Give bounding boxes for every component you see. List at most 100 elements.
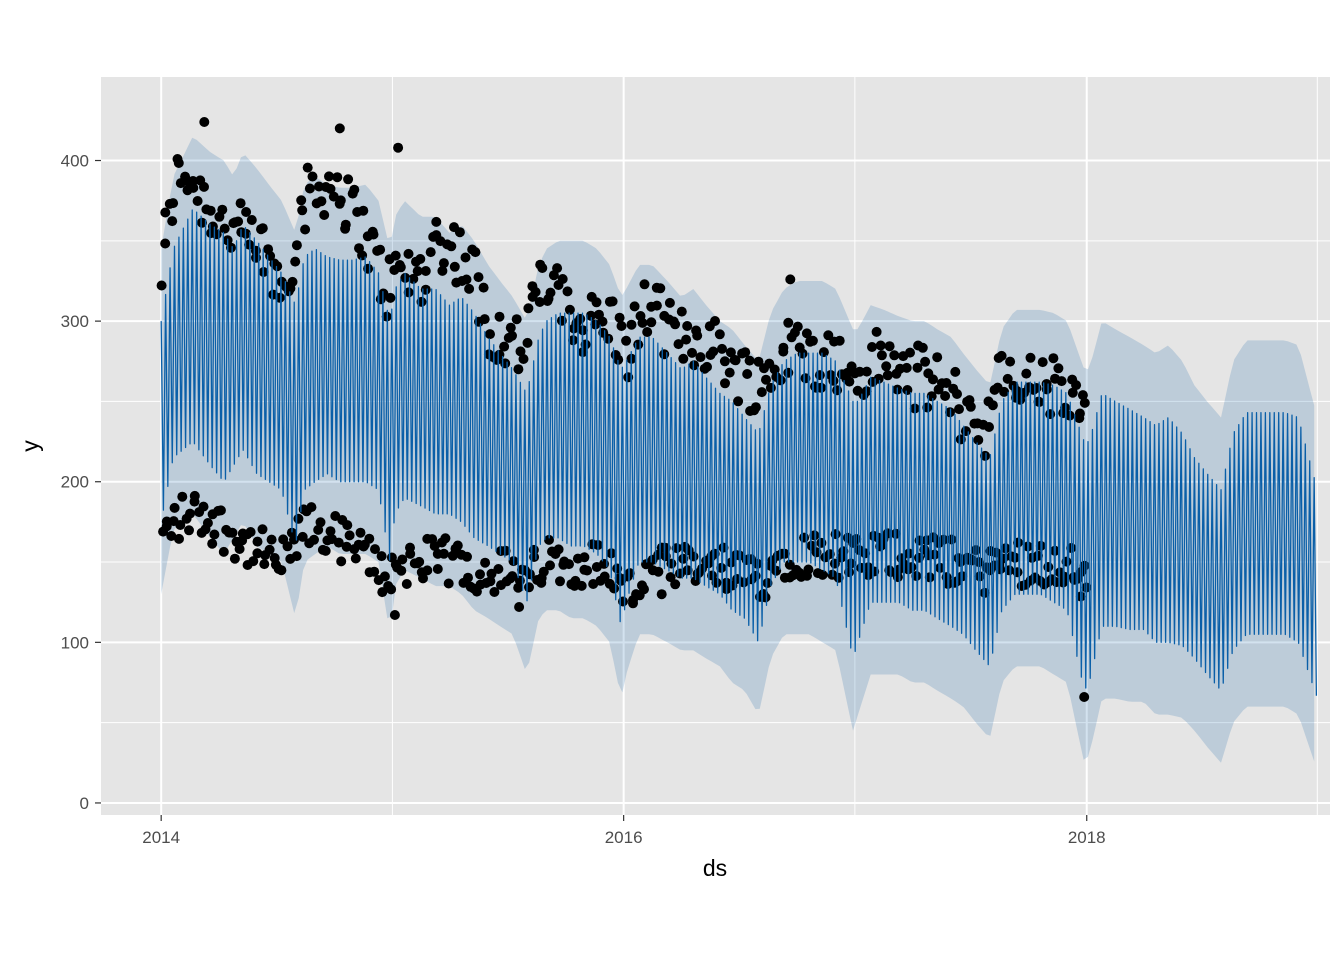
observed-point [792, 321, 803, 332]
observed-point [807, 335, 818, 346]
observed-point [834, 335, 845, 346]
observed-point [655, 283, 666, 294]
observed-point [524, 582, 534, 593]
observed-point [480, 557, 491, 568]
observed-point [199, 117, 210, 127]
observed-point [266, 534, 277, 545]
observed-point [659, 349, 670, 360]
observed-point [642, 327, 653, 337]
observed-point [999, 386, 1010, 397]
observed-point [218, 546, 229, 557]
observed-point [1005, 356, 1016, 367]
observed-point [917, 342, 928, 353]
y-tick-label: 300 [61, 312, 89, 331]
observed-point [325, 526, 336, 537]
observed-point [1037, 357, 1048, 368]
observed-point [771, 565, 782, 576]
observed-point [485, 576, 496, 587]
observed-point [431, 216, 442, 227]
observed-point [304, 183, 315, 194]
observed-point [1056, 376, 1067, 387]
observed-point [555, 576, 565, 587]
observed-point [682, 321, 693, 331]
observed-point [358, 205, 369, 216]
observed-point [783, 317, 794, 328]
observed-point [689, 360, 700, 371]
observed-point [656, 589, 667, 600]
observed-point [289, 534, 299, 545]
observed-point [756, 387, 767, 398]
observed-point [341, 541, 352, 552]
observed-point [682, 565, 693, 576]
observed-point [438, 258, 449, 269]
observed-point [1079, 692, 1090, 702]
observed-point [717, 343, 727, 354]
observed-point [425, 247, 436, 258]
observed-point [628, 598, 638, 609]
observed-point [875, 340, 886, 351]
observed-point [475, 569, 485, 580]
observed-point [678, 353, 689, 364]
observed-point [246, 215, 257, 225]
observed-point [396, 565, 407, 576]
observed-point [950, 366, 961, 377]
observed-point [889, 350, 900, 361]
observed-point [522, 337, 533, 348]
x-axis: 2014 2016 2018 [142, 815, 1106, 847]
observed-point [463, 572, 473, 583]
observed-point [470, 247, 481, 258]
observed-point [817, 569, 828, 580]
observed-point [245, 527, 256, 537]
observed-point [905, 347, 915, 358]
observed-point [670, 579, 681, 590]
observed-point [390, 250, 401, 261]
observed-point [184, 525, 194, 536]
observed-point [1071, 380, 1082, 391]
y-tick-label: 200 [61, 473, 89, 492]
observed-point [1077, 390, 1088, 401]
observed-point [616, 321, 627, 331]
observed-point [553, 544, 564, 555]
observed-point [422, 565, 433, 576]
observed-point [168, 198, 179, 209]
observed-point [226, 242, 236, 253]
y-axis: 0 100 200 300 400 [61, 152, 101, 813]
observed-point [479, 314, 490, 325]
observed-point [639, 584, 649, 595]
observed-point [952, 389, 962, 399]
observed-point [844, 376, 855, 387]
observed-point [692, 330, 703, 341]
observed-point [801, 328, 812, 339]
observed-point [500, 358, 511, 369]
observed-point [724, 367, 735, 378]
observed-point [881, 361, 892, 372]
observed-point [523, 303, 534, 314]
observed-point [867, 342, 877, 352]
observed-point [379, 571, 390, 582]
observed-point [613, 354, 624, 365]
observed-point [582, 565, 593, 576]
observed-point [403, 287, 414, 298]
observed-point [167, 216, 178, 227]
observed-point [954, 404, 964, 415]
observed-point [332, 172, 343, 183]
observed-point [276, 565, 287, 576]
observed-point [591, 297, 602, 308]
observed-point [316, 196, 327, 207]
observed-point [762, 578, 773, 588]
observed-point [614, 312, 625, 323]
observed-point [355, 527, 366, 538]
observed-point [302, 162, 313, 173]
observed-point [460, 252, 471, 263]
observed-point [188, 182, 199, 193]
observed-point [297, 205, 308, 216]
observed-point [678, 553, 689, 564]
observed-point [1079, 397, 1090, 408]
observed-point [514, 575, 525, 586]
observed-point [761, 374, 771, 385]
observed-point [349, 184, 360, 195]
observed-point [412, 266, 423, 277]
observed-point [714, 329, 725, 340]
observed-point [297, 531, 308, 542]
observed-point [823, 330, 834, 341]
